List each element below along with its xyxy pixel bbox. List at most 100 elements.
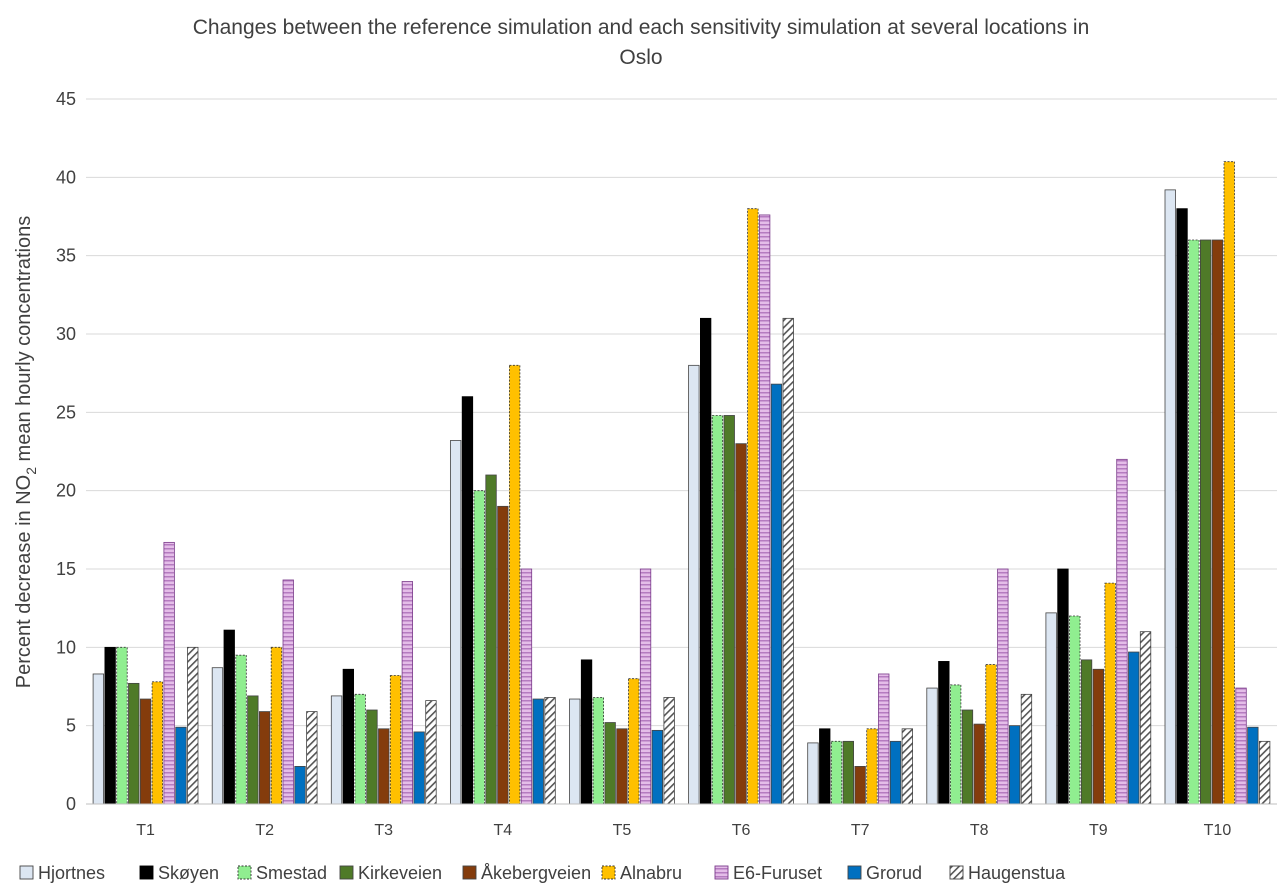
legend-swatch xyxy=(462,865,477,880)
bar-sk-yen-t8 xyxy=(938,661,950,805)
bar-smestad-t8 xyxy=(950,684,962,805)
legend-item: Kirkeveien xyxy=(339,863,442,883)
bar-smestad-t6 xyxy=(711,415,724,805)
bar-haugenstua-t1 xyxy=(187,646,199,805)
bar-kirkeveien-t8 xyxy=(961,709,974,805)
legend-item: Alnabru xyxy=(601,863,682,883)
legend-swatch xyxy=(847,865,862,880)
bar-smestad-t4 xyxy=(473,490,485,805)
bar-hjortnes-t1 xyxy=(92,673,104,805)
bar-sk-yen-t10 xyxy=(1176,208,1188,805)
bar-haugenstua-t4 xyxy=(544,697,556,805)
bar-e6-furuset-t7 xyxy=(878,673,890,805)
y-tick-label: 20 xyxy=(56,481,76,501)
bar-alnabru-t8 xyxy=(985,664,997,805)
y-gridlines xyxy=(86,98,1277,727)
bar--kebergveien-t3 xyxy=(378,728,390,805)
legend-item: Skøyen xyxy=(139,863,219,883)
y-tick-label: 40 xyxy=(56,167,76,187)
bar-hjortnes-t6 xyxy=(688,364,700,805)
legend-swatch xyxy=(601,865,616,880)
chart-title: Changes between the reference simulation… xyxy=(193,16,1090,69)
bar-e6-furuset-t4 xyxy=(520,568,533,805)
bar-alnabru-t2 xyxy=(270,646,283,805)
x-tick-label: T4 xyxy=(494,822,513,839)
y-tick-label: 45 xyxy=(56,89,76,109)
legend-swatch xyxy=(19,865,34,880)
bar-hjortnes-t2 xyxy=(211,667,224,805)
bar--kebergveien-t2 xyxy=(258,711,271,805)
bar-haugenstua-t9 xyxy=(1139,631,1152,805)
bar-kirkeveien-t2 xyxy=(247,695,259,805)
bar-grorud-t2 xyxy=(294,766,306,805)
legend-swatch xyxy=(949,865,964,880)
x-tick-labels: T1 T2 T3 T4 T5 T6 T7 T8 T9 T10 xyxy=(136,822,1231,839)
bar-e6-furuset-t2 xyxy=(282,579,294,805)
bar-haugenstua-t5 xyxy=(663,697,675,805)
bar--kebergveien-t6 xyxy=(735,443,747,805)
legend-label: Smestad xyxy=(256,863,327,883)
x-tick-label: T3 xyxy=(374,822,393,839)
legend-item: Smestad xyxy=(237,863,327,883)
x-tick-label: T7 xyxy=(851,822,870,839)
y-tick-label: 30 xyxy=(56,324,76,344)
bar-e6-furuset-t6 xyxy=(759,214,771,805)
bar-haugenstua-t3 xyxy=(425,700,437,805)
bar-kirkeveien-t1 xyxy=(128,682,140,805)
bar-grorud-t8 xyxy=(1009,725,1021,805)
x-tick-label: T5 xyxy=(613,822,632,839)
bar-kirkeveien-t9 xyxy=(1080,659,1093,805)
bar-haugenstua-t10 xyxy=(1259,740,1271,805)
bar--kebergveien-t7 xyxy=(854,766,866,805)
legend-item: E6-Furuset xyxy=(714,863,822,883)
bar-grorud-t3 xyxy=(413,731,425,805)
legend-swatch xyxy=(139,865,154,880)
x-tick-label: T1 xyxy=(136,822,155,839)
bar-hjortnes-t10 xyxy=(1164,189,1176,805)
bar-sk-yen-t5 xyxy=(580,659,593,805)
bar-sk-yen-t1 xyxy=(104,646,116,805)
bar-alnabru-t10 xyxy=(1223,161,1235,805)
legend-item: Hjortnes xyxy=(19,863,105,883)
legend-label: Alnabru xyxy=(620,863,682,883)
legend-label: E6-Furuset xyxy=(733,863,822,883)
bar-kirkeveien-t3 xyxy=(366,709,378,805)
x-tick-label: T8 xyxy=(970,822,989,839)
y-tick-label: 15 xyxy=(56,559,76,579)
bar-sk-yen-t7 xyxy=(819,728,831,805)
bar-grorud-t5 xyxy=(651,729,663,805)
legend-swatch xyxy=(237,865,252,880)
bar--kebergveien-t9 xyxy=(1092,668,1104,805)
bar-haugenstua-t8 xyxy=(1020,693,1033,805)
chart-title-line-2: Oslo xyxy=(619,46,662,69)
bar-grorud-t4 xyxy=(532,698,544,805)
bar-alnabru-t7 xyxy=(866,728,878,805)
bar-sk-yen-t6 xyxy=(700,317,712,805)
y-tick-label: 0 xyxy=(66,794,76,814)
y-axis-label: Percent decrease in NO2 mean hourly conc… xyxy=(13,216,39,688)
x-tick-label: T9 xyxy=(1089,822,1108,839)
bar-sk-yen-t2 xyxy=(223,629,235,805)
bar-sk-yen-t4 xyxy=(461,396,474,805)
bar-kirkeveien-t7 xyxy=(842,740,854,805)
bar-hjortnes-t5 xyxy=(569,698,581,805)
y-axis-label-prefix: Percent decrease in NO xyxy=(13,475,35,688)
bar-smestad-t9 xyxy=(1069,615,1081,805)
bar-grorud-t1 xyxy=(175,726,187,805)
bar--kebergveien-t10 xyxy=(1211,239,1224,805)
bar-haugenstua-t7 xyxy=(901,728,913,805)
y-tick-labels: 0 5 10 15 20 25 30 35 40 45 xyxy=(56,89,76,814)
bar-e6-furuset-t3 xyxy=(401,581,414,805)
bar-alnabru-t6 xyxy=(747,208,759,805)
y-axis-label-subscript: 2 xyxy=(23,467,39,475)
legend-swatch xyxy=(339,865,354,880)
bar-smestad-t3 xyxy=(354,693,366,805)
bar-hjortnes-t7 xyxy=(807,742,819,805)
bar-haugenstua-t6 xyxy=(782,317,794,805)
legend-item: Åkebergveien xyxy=(462,863,591,883)
bar-sk-yen-t3 xyxy=(342,668,355,805)
bar-e6-furuset-t9 xyxy=(1116,458,1128,805)
y-tick-label: 10 xyxy=(56,637,76,657)
bar-grorud-t10 xyxy=(1247,726,1259,805)
